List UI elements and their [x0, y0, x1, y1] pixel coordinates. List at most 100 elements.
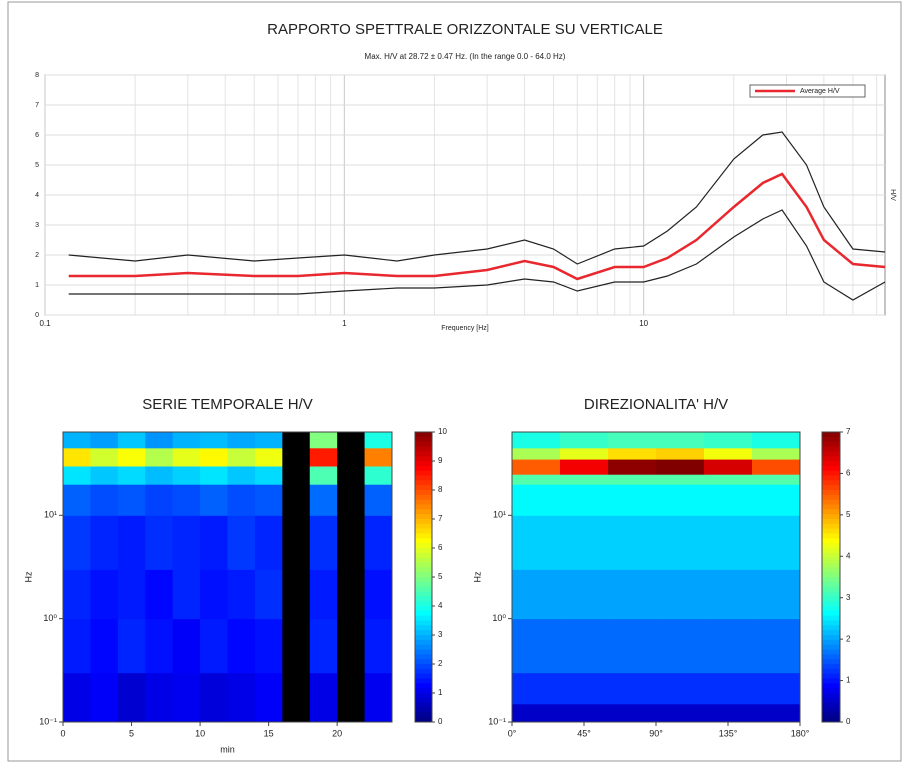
- heatmap-cell: [90, 484, 119, 516]
- colorbar-segment: [822, 557, 840, 563]
- colorbar-tick-label: 6: [846, 469, 851, 478]
- y-axis-label: Hz: [23, 571, 33, 582]
- heatmap-cell: [656, 447, 705, 460]
- colorbar-segment: [822, 567, 840, 573]
- colorbar-segment: [822, 504, 840, 510]
- heatmap-cell: [656, 703, 705, 723]
- colorbar-tick-label: 5: [846, 510, 851, 519]
- heatmap-cell: [560, 703, 609, 723]
- colorbar-tick-label: 5: [438, 572, 443, 581]
- colorbar-segment: [822, 644, 840, 650]
- colorbar-segment: [822, 606, 840, 612]
- colorbar-tick-label: 0: [438, 717, 443, 726]
- heatmap-cell: [560, 432, 609, 449]
- heatmap-cell: [752, 459, 801, 475]
- heatmap-cell: [227, 466, 256, 485]
- heatmap-cell: [200, 447, 228, 467]
- excluded-cell: [282, 618, 311, 674]
- heatmap-cell: [172, 447, 201, 467]
- colorbar-segment: [415, 688, 432, 694]
- heatmap-cell: [172, 672, 201, 723]
- heatmap-cell: [560, 474, 609, 485]
- colorbar-segment: [822, 707, 840, 713]
- colorbar-tick-label: 7: [438, 514, 443, 523]
- heatmap-cell: [656, 618, 705, 674]
- colorbar-segment: [415, 552, 432, 559]
- heatmap-cell: [608, 432, 657, 449]
- y-tick-label: 10⁻¹: [39, 716, 57, 726]
- excluded-cell: [282, 466, 311, 485]
- colorbar-segment: [415, 693, 432, 699]
- data-line: [68, 131, 886, 265]
- heatmap-cell: [172, 515, 201, 570]
- colorbar-segment: [415, 678, 432, 684]
- colorbar-segment: [822, 538, 840, 544]
- colorbar-segment: [822, 480, 840, 486]
- colorbar-segment: [822, 528, 840, 534]
- heatmap-cell: [145, 672, 174, 723]
- colorbar-tick-label: 2: [846, 634, 851, 643]
- heatmap-cell: [560, 672, 609, 705]
- colorbar-segment: [822, 470, 840, 476]
- heatmap-cell: [512, 569, 561, 620]
- heatmap-cell: [364, 466, 393, 485]
- colorbar-segment: [822, 581, 840, 588]
- excluded-cell: [337, 515, 366, 570]
- heatmap-cell: [227, 569, 256, 620]
- heatmap-cell: [254, 484, 283, 516]
- colorbar-tick-label: 0: [846, 717, 851, 726]
- colorbar-segment: [415, 659, 432, 665]
- x-tick-label: 15: [264, 728, 274, 738]
- colorbar-tick-label: 4: [846, 551, 851, 560]
- heatmap-cell: [254, 432, 283, 449]
- heatmap-cell: [172, 484, 201, 516]
- colorbar-segment: [415, 499, 432, 505]
- colorbar-segment: [415, 494, 432, 501]
- heatmap-cell: [656, 474, 705, 485]
- colorbar-segment: [822, 693, 840, 699]
- heatmap-cell: [704, 703, 753, 723]
- heatmap-cell: [145, 447, 174, 467]
- excluded-cell: [282, 515, 311, 570]
- colorbar-segment: [822, 717, 840, 723]
- chart-title: RAPPORTO SPETTRALE ORIZZONTALE SU VERTIC…: [267, 21, 663, 38]
- heatmap-cell: [608, 459, 657, 475]
- heatmap-cell: [145, 466, 174, 485]
- colorbar-segment: [822, 697, 840, 704]
- heatmap-cell: [656, 459, 705, 475]
- heatmap-cell: [172, 569, 201, 620]
- colorbar-segment: [822, 635, 840, 641]
- heatmap-cell: [90, 432, 119, 449]
- heatmap-cell: [200, 618, 228, 674]
- colorbar-segment: [415, 581, 432, 588]
- x-axis-label: min: [220, 744, 235, 754]
- y-axis-label: Hz: [472, 571, 482, 582]
- heatmap-cell: [608, 447, 657, 460]
- heatmap-cell: [704, 569, 753, 620]
- heatmap-cell: [254, 618, 283, 674]
- colorbar-segment: [415, 490, 432, 496]
- data-line: [68, 209, 886, 301]
- y-tick-label: 8: [35, 72, 39, 79]
- heatmap-cell: [309, 466, 338, 485]
- colorbar-segment: [415, 639, 432, 646]
- heatmap-cell: [608, 484, 657, 516]
- colorbar-segment: [822, 562, 840, 568]
- heatmap-cell: [364, 447, 393, 467]
- colorbar-segment: [415, 533, 432, 539]
- colorbar-frame: [821, 431, 841, 723]
- heatmap-cell: [254, 466, 283, 485]
- heatmap-cell: [608, 618, 657, 674]
- y-tick-label: 6: [35, 132, 39, 139]
- colorbar-segment: [415, 591, 432, 597]
- colorbar-segment: [822, 451, 840, 457]
- y-tick-label: 0: [35, 312, 39, 319]
- colorbar-tick-label: 3: [846, 593, 851, 602]
- heatmap-cell: [752, 447, 801, 460]
- colorbar-segment: [822, 533, 840, 539]
- y-tick-label: 4: [35, 192, 39, 199]
- heatmap-cell: [309, 569, 338, 620]
- heatmap-cell: [227, 515, 256, 570]
- heatmap-cell: [560, 618, 609, 674]
